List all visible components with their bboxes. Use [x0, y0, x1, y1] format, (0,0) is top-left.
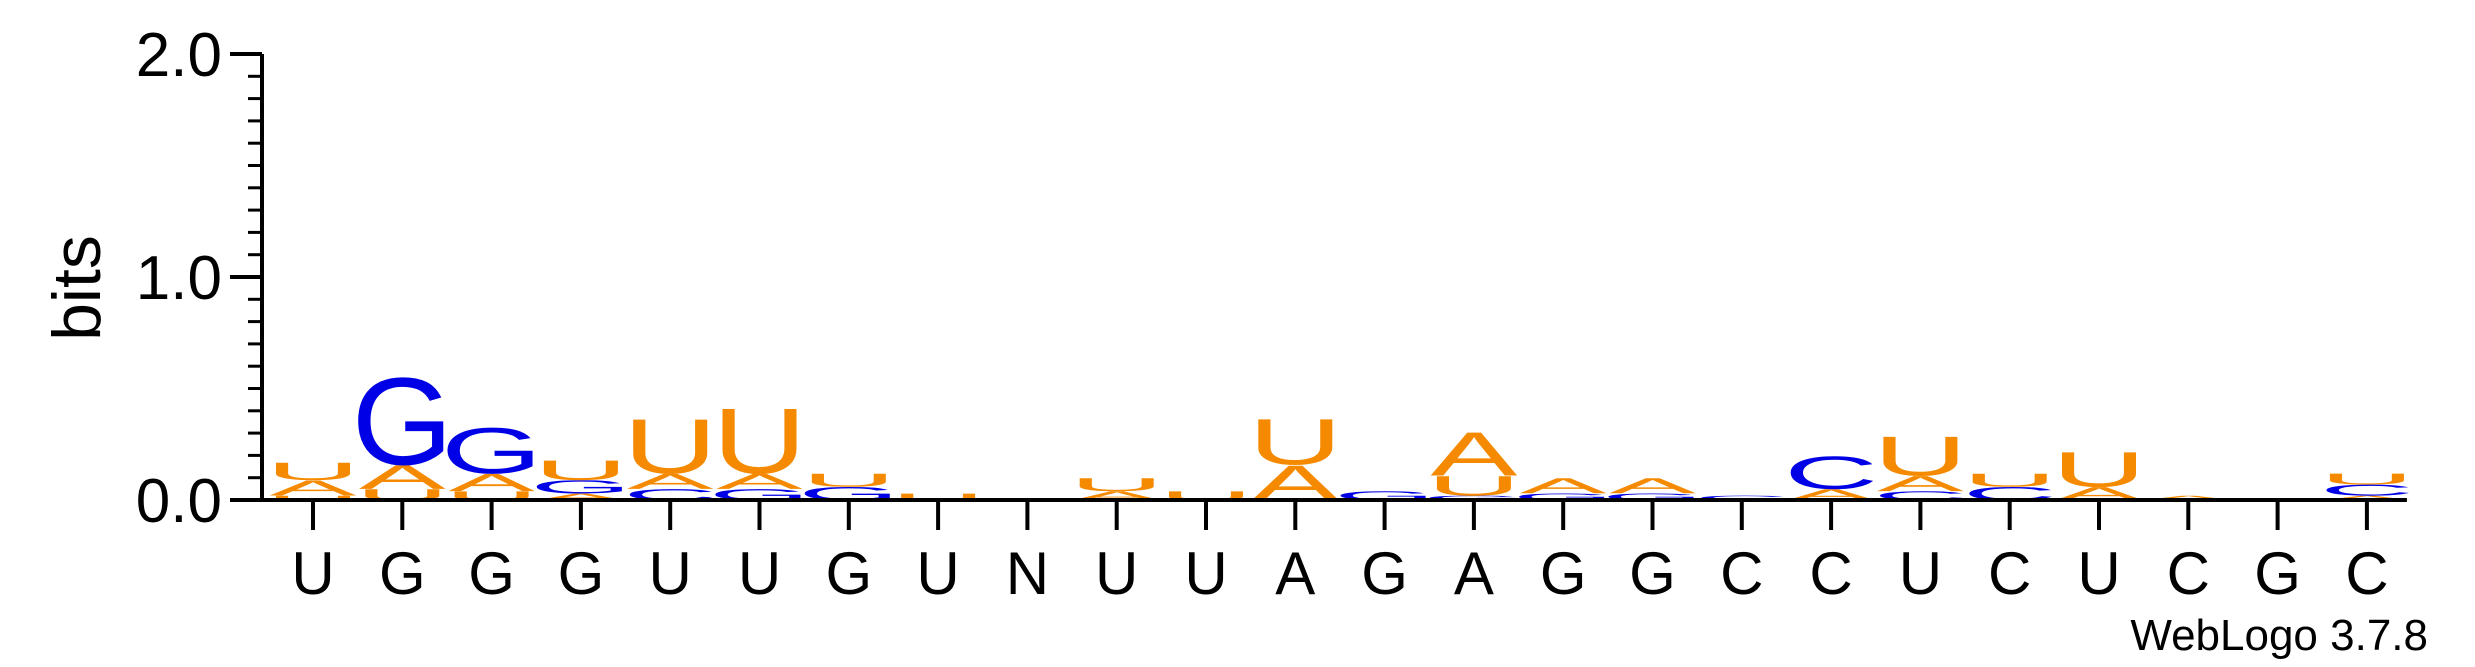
logo-letter-u: U [712, 389, 806, 494]
logo-letter-a: A [1609, 473, 1697, 498]
x-tick-label: C [1720, 540, 1763, 607]
y-axis-label: bits [39, 235, 115, 341]
x-tick-label: U [1184, 540, 1227, 607]
logo-letter-u: U [2320, 470, 2414, 487]
logo-letter-u: U [1070, 474, 1164, 495]
logo-letter-a: A [1877, 471, 1965, 496]
x-tick-label: G [1540, 540, 1587, 607]
logo-letter-a: A [448, 469, 536, 497]
logo-letter-g: G [1513, 492, 1614, 503]
logo-letter-g: G [441, 414, 542, 487]
x-tick-label: C [1988, 540, 2031, 607]
logo-letter-u: U [266, 494, 360, 501]
x-tick-label: G [468, 540, 515, 607]
logo-letter-a: A [270, 476, 358, 501]
logo-letter-a: A [359, 458, 447, 496]
x-tick-label: U [1095, 540, 1138, 607]
x-tick-label: A [1275, 540, 1315, 607]
x-tick-label: G [825, 540, 872, 607]
x-tick-label: G [1361, 540, 1408, 607]
x-tick-label: N [1006, 540, 1049, 607]
y-axis: 0.0 1.0 2.0 [136, 21, 264, 536]
x-tick-label: U [291, 540, 334, 607]
logo-letter-u: U [1873, 425, 1967, 488]
logo-letter-a: A [1520, 473, 1608, 498]
x-tick-label: A [1454, 540, 1494, 607]
y-tick-label: 1.0 [136, 244, 222, 313]
x-tick-label: G [379, 540, 426, 607]
logo-letter-u: U [1963, 470, 2057, 491]
logo-letter-u: U [802, 470, 896, 491]
logo-letter-a: A [1430, 419, 1517, 489]
x-tick-label: C [2345, 540, 2388, 607]
logo-letter-u: U [891, 492, 985, 503]
x-tick-label: G [558, 540, 605, 607]
x-tick-label: C [2167, 540, 2210, 607]
x-tick-label: C [1809, 540, 1852, 607]
logo-letter-u: U [266, 457, 360, 485]
logo-letter-a: A [627, 469, 715, 494]
x-tick-label: U [738, 540, 781, 607]
y-tick-label: 2.0 [136, 21, 222, 90]
logo-letter-u: U [623, 403, 717, 490]
x-tick-label: G [2254, 540, 2301, 607]
logo-letter-g: G [1423, 494, 1524, 501]
logo-letter-a: A [2145, 494, 2233, 501]
logo-letter-c: C [1784, 446, 1878, 499]
x-tick-label: U [649, 540, 692, 607]
logo-letter-c: C [2320, 481, 2414, 498]
logo-letter-u: U [2052, 442, 2146, 498]
logo-letter-g: G [352, 353, 453, 492]
logo-letter-c: C [1695, 494, 1789, 501]
weblogo-credit: WebLogo 3.7.8 [2130, 611, 2428, 660]
logo-letter-a: A [537, 492, 624, 503]
y-tick-label: 0.0 [136, 467, 222, 536]
x-tick-label: U [916, 540, 959, 607]
logo-letter-a: A [716, 469, 804, 494]
x-tick-label: U [1899, 540, 1942, 607]
x-tick-label: G [1629, 540, 1676, 607]
logo-letter-u: U [534, 455, 628, 486]
logo-letter-g: G [530, 476, 631, 497]
logo-letter-a: A [2323, 494, 2411, 501]
logo-letter-u: U [1248, 405, 1342, 478]
logo-letter-u: U [1427, 470, 1521, 501]
x-tick-label: U [2077, 540, 2120, 607]
logo-letter-g: G [1602, 492, 1703, 503]
